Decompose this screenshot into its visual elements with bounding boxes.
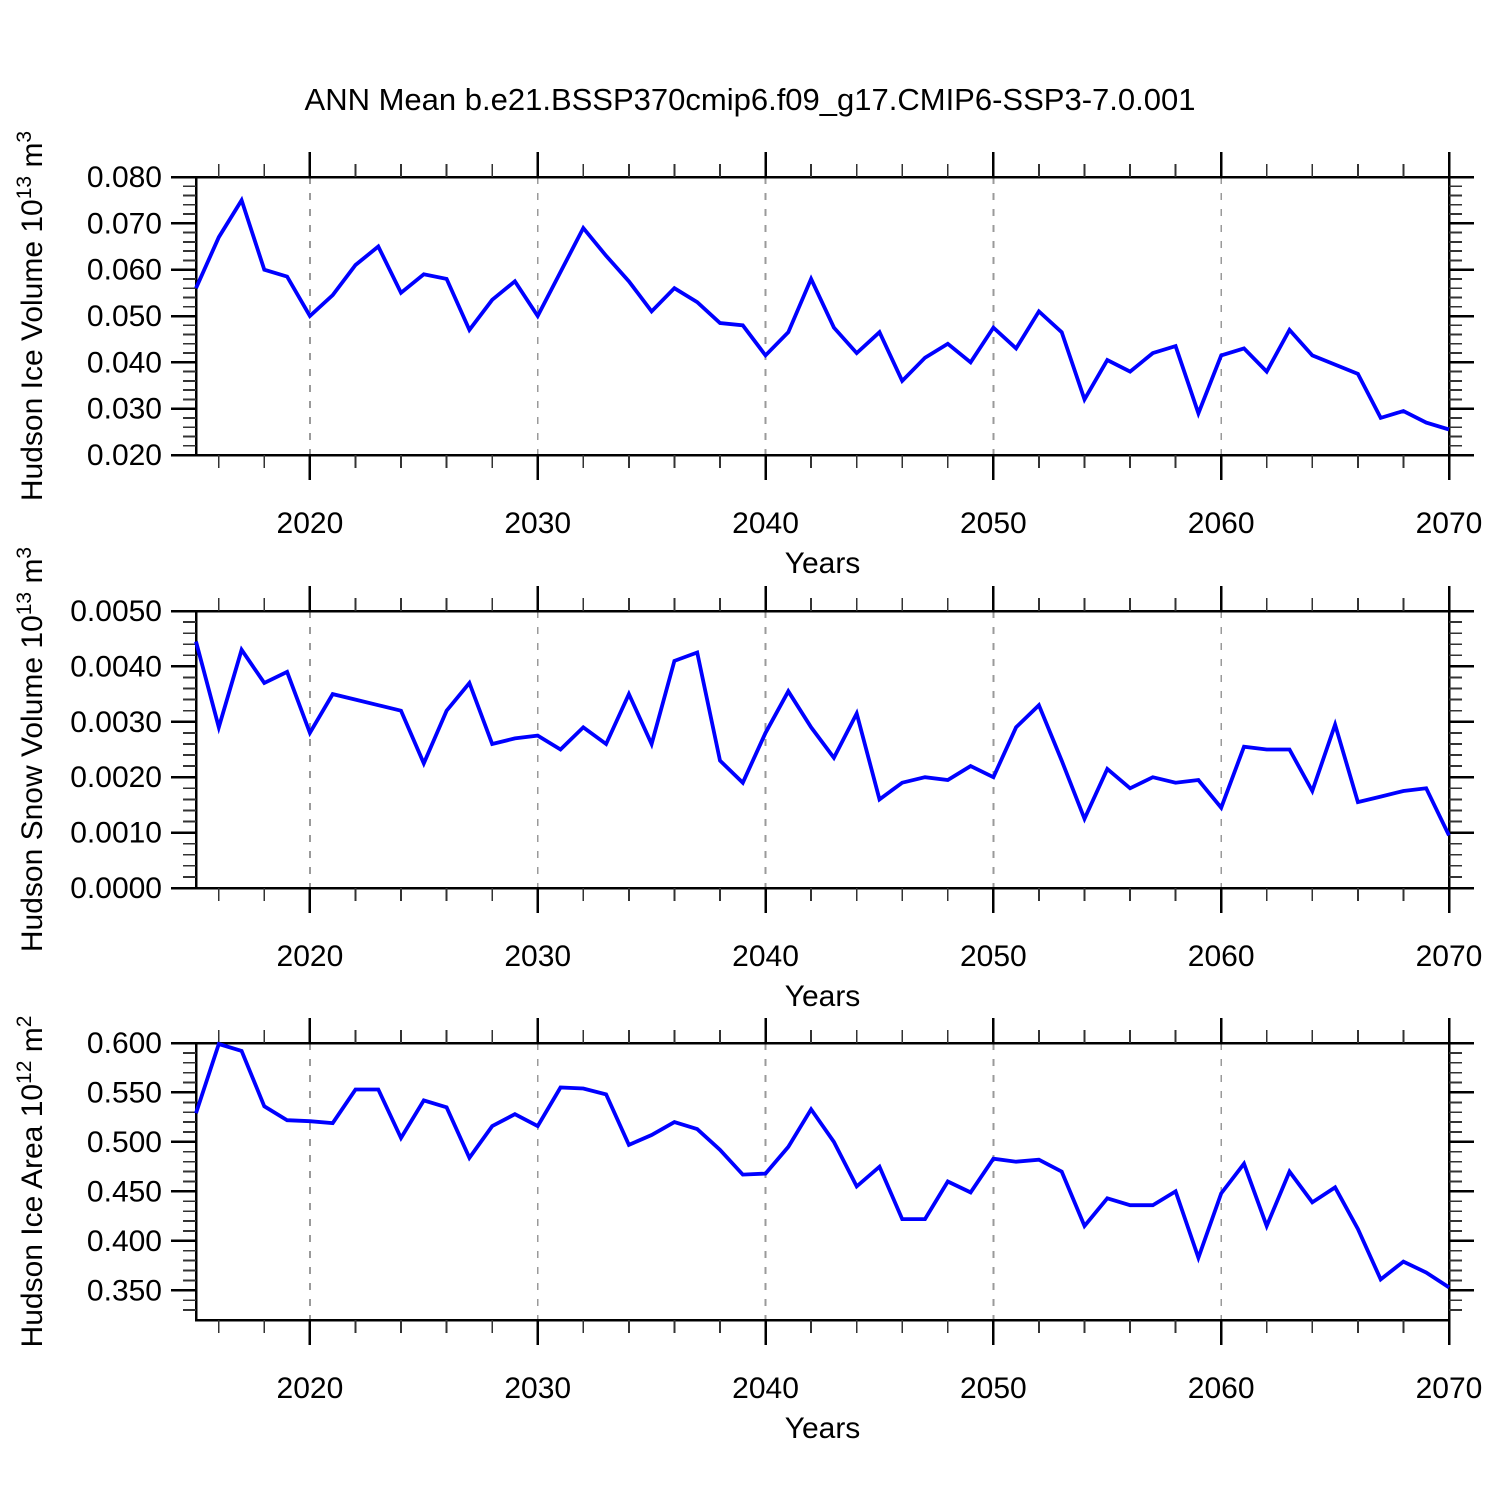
y-tick-label: 0.500	[87, 1126, 162, 1159]
x-tick-label: 2050	[960, 507, 1027, 540]
series-line-2	[194, 1041, 1451, 1289]
y-axis-title: Hudson Ice Area 1012 m2	[13, 1016, 49, 1348]
x-tick-label: 2030	[504, 940, 571, 973]
y-tick-label: 0.450	[87, 1175, 162, 1208]
y-tick-label: 0.550	[87, 1076, 162, 1109]
x-axis-title: Years	[785, 980, 861, 1013]
x-axis-title: Years	[785, 1412, 861, 1445]
y-tick-label: 0.040	[87, 346, 162, 379]
x-axis-title: Years	[785, 547, 861, 580]
plot-frame-0	[194, 175, 1451, 457]
plot-frame-1	[194, 609, 1451, 890]
y-tick-label: 0.020	[87, 439, 162, 472]
x-tick-label: 2040	[732, 1372, 799, 1405]
x-tick-label: 2070	[1416, 940, 1483, 973]
series-line-0	[194, 195, 1450, 432]
x-tick-label: 2070	[1416, 1372, 1483, 1405]
y-tick-label: 0.600	[87, 1027, 162, 1060]
x-tick-label: 2050	[960, 1372, 1027, 1405]
x-tick-label: 2020	[277, 1372, 344, 1405]
y-tick-label: 0.350	[87, 1274, 162, 1307]
plot-frame-2	[194, 1041, 1451, 1322]
y-tick-label: 0.0040	[70, 650, 162, 683]
x-tick-label: 2040	[732, 940, 799, 973]
x-tick-label: 2030	[504, 1372, 571, 1405]
y-tick-label: 0.0000	[70, 872, 162, 905]
y-tick-label: 0.400	[87, 1225, 162, 1258]
y-tick-label: 0.0050	[70, 595, 162, 628]
y-tick-label: 0.080	[87, 161, 162, 194]
y-tick-label: 0.0020	[70, 761, 162, 794]
y-tick-label: 0.0010	[70, 817, 162, 850]
x-tick-label: 2070	[1416, 507, 1483, 540]
x-tick-label: 2060	[1188, 507, 1255, 540]
y-axis-title: Hudson Snow Volume 1013 m3	[13, 547, 49, 952]
y-tick-label: 0.0030	[70, 706, 162, 739]
x-tick-label: 2020	[277, 940, 344, 973]
y-tick-label: 0.050	[87, 300, 162, 333]
x-tick-label: 2050	[960, 940, 1027, 973]
y-axis-title: Hudson Ice Volume 1013 m3	[13, 131, 49, 501]
series-line-1	[194, 641, 1451, 837]
y-tick-label: 0.030	[87, 393, 162, 426]
x-tick-label: 2020	[277, 507, 344, 540]
figure-title: ANN Mean b.e21.BSSP370cmip6.f09_g17.CMIP…	[304, 82, 1196, 117]
y-tick-label: 0.060	[87, 254, 162, 287]
y-tick-label: 0.070	[87, 207, 162, 240]
x-tick-label: 2040	[732, 507, 799, 540]
x-tick-label: 2060	[1188, 1372, 1255, 1405]
x-tick-label: 2030	[504, 507, 571, 540]
x-tick-label: 2060	[1188, 940, 1255, 973]
